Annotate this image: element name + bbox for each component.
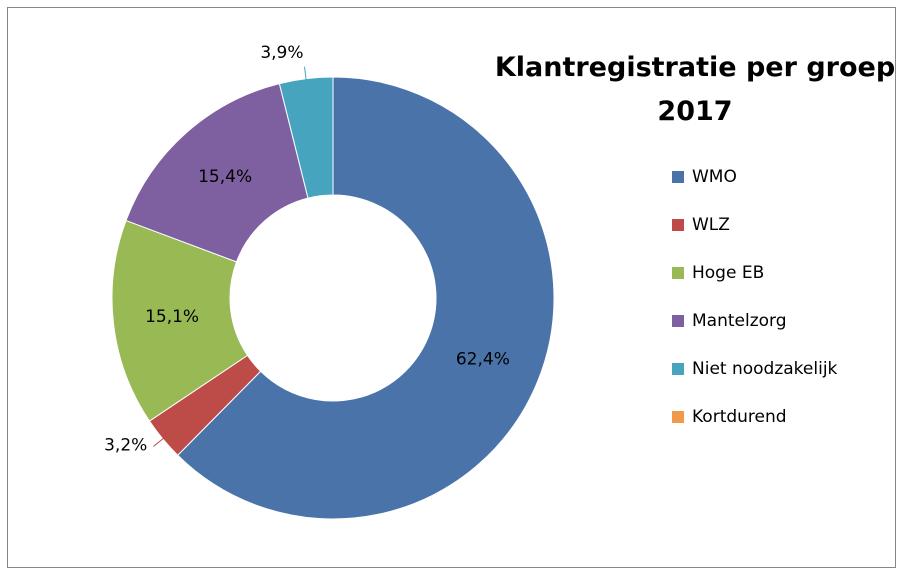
data-label: 15,1% xyxy=(145,307,199,327)
data-label: 15,4% xyxy=(198,167,252,187)
donut-slice xyxy=(278,76,334,199)
leader-line xyxy=(304,66,307,81)
legend-label: Mantelzorg xyxy=(692,311,787,331)
legend-swatch xyxy=(672,267,684,279)
legend-swatch xyxy=(672,315,684,327)
legend-swatch xyxy=(672,411,684,423)
legend-label: WMO xyxy=(692,167,737,187)
legend-label: Hoge EB xyxy=(692,263,764,283)
data-label: 3,9% xyxy=(260,43,303,63)
legend-label: Kortdurend xyxy=(692,407,787,427)
leader-line xyxy=(153,437,165,447)
legend-swatch xyxy=(672,219,684,231)
donut-slice xyxy=(125,82,309,263)
donut-slice xyxy=(111,219,249,422)
data-label: 3,2% xyxy=(104,436,147,456)
legend-swatch xyxy=(672,171,684,183)
legend-swatch xyxy=(672,363,684,375)
data-label: 62,4% xyxy=(456,350,510,370)
donut-slice xyxy=(177,76,555,520)
legend-label: WLZ xyxy=(692,215,730,235)
legend-label: Niet noodzakelijk xyxy=(692,359,838,379)
chart-title: Klantregistratie per groep 2017 xyxy=(494,52,896,127)
